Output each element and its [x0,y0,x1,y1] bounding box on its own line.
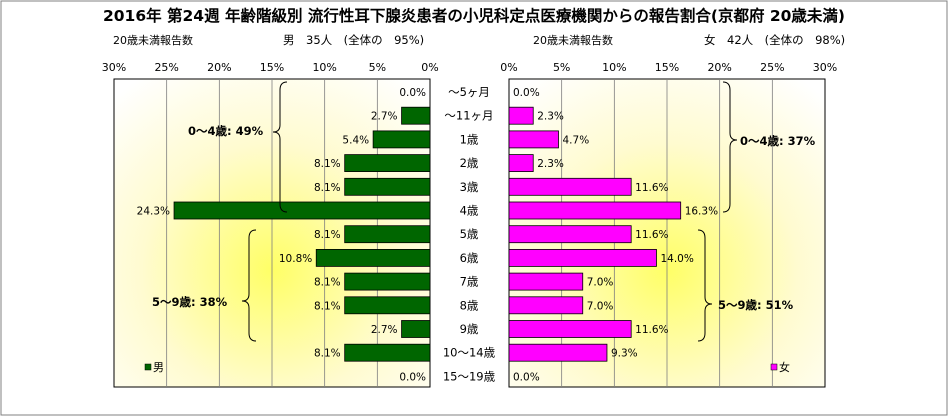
female-data-label: 9.3% [611,348,638,360]
female-count-summary: 女 42人 (全体の 98%) [704,33,845,47]
female-bar [508,177,632,196]
male-data-label: 8.1% [314,182,341,194]
age-category-label: 1歳 [460,132,479,146]
male-x-tick-label: 10% [312,61,336,74]
female-data-label: 11.6% [635,229,668,241]
female-data-label: 0.0% [513,87,540,99]
male-bar [344,272,431,291]
male-data-label: 8.1% [314,158,341,170]
age-category-label: 7歳 [460,275,479,289]
female-5-9-annotation: 5～9歳: 51% [718,298,794,312]
female-x-tick-label: 20% [707,61,731,74]
male-bar [315,248,431,267]
female-x-tick-label: 5% [553,61,570,74]
axis-tick-labels: 30% 25% 20% 15% 10% 5% 0% 0% 5% 10% 15% 20% 25% 30% [102,61,837,74]
male-0-4-brace [272,81,288,213]
age-category-label: 6歳 [460,251,479,265]
female-bar [508,130,559,149]
female-bar [508,106,534,125]
male-data-label: 8.1% [314,300,341,312]
female-bar [508,296,584,315]
male-data-label: 5.4% [342,134,369,146]
male-x-tick-label: 5% [369,61,386,74]
female-data-label: 11.6% [635,324,668,336]
male-bar [344,296,431,315]
female-5-9-brace [697,229,713,342]
age-category-label: 2歳 [460,156,479,170]
age-category-label: 5歳 [460,227,479,241]
female-data-label: 7.0% [587,277,614,289]
age-category-label: 10～14歳 [443,346,496,360]
male-x-tick-label: 15% [260,61,284,74]
age-category-label: ～11ヶ月 [444,109,493,123]
female-data-label: 2.3% [537,158,564,170]
male-data-label: 2.7% [371,324,398,336]
male-bar [344,154,431,173]
male-5-9-brace [241,229,257,342]
age-category-label: 3歳 [460,180,479,194]
chart-title: 2016年 第24週 年齢階級別 流行性耳下腺炎患者の小児科定点医療機関からの報… [103,6,845,25]
female-data-label: 7.0% [587,300,614,312]
female-bar [508,272,584,291]
female-bar [508,154,534,173]
male-data-label: 2.7% [371,111,398,123]
age-category-label: ～5ヶ月 [448,85,490,99]
male-legend-label: 男 [153,361,164,374]
category-labels: ～5ヶ月 ～11ヶ月 1歳 2歳 3歳 4歳 5歳 6歳 7歳 8歳 9歳 10～14歳 15～19歳 [443,85,496,383]
female-0-4-annotation: 0～4歳: 37% [740,134,816,148]
male-bar [344,343,431,362]
male-0-4-annotation: 0～4歳: 49% [188,124,264,138]
female-legend-swatch [770,363,778,371]
male-bar [401,320,431,338]
female-bar [508,343,608,362]
male-bar [344,225,431,244]
female-data-label: 16.3% [685,206,718,218]
male-x-tick-label: 0% [421,61,438,74]
female-data-label: 4.7% [563,134,590,146]
female-bar [508,320,632,338]
female-data-label: 11.6% [635,182,668,194]
male-data-label: 24.3% [137,206,170,218]
age-category-label: 9歳 [460,322,479,336]
male-count-summary: 男 35人 (全体の 95%) [283,33,424,47]
male-x-tick-label: 20% [207,61,231,74]
female-x-tick-label: 30% [813,61,837,74]
female-count-caption: 20歳未満報告数 [533,34,613,47]
female-bar [508,225,632,244]
male-bar [372,130,431,149]
female-0-4-brace [722,81,738,213]
age-category-label: 8歳 [460,298,479,312]
female-data-label: 14.0% [660,253,693,265]
female-x-tick-label: 25% [760,61,784,74]
age-category-label: 4歳 [460,204,479,218]
female-x-tick-label: 10% [602,61,626,74]
male-data-label: 8.1% [314,229,341,241]
female-x-tick-label: 0% [500,61,517,74]
male-legend-swatch [144,363,152,371]
male-data-label: 10.8% [279,253,312,265]
female-bar [508,201,682,220]
male-bar [401,106,431,125]
female-data-label: 2.3% [537,111,564,123]
bars: 0.0% 0.0%2.7% 2.3%5.4% 4.7%8.1% 2.3%8.1% 11.6… [137,87,718,383]
male-x-tick-label: 30% [102,61,126,74]
age-category-label: 15～19歳 [443,369,496,383]
male-bar [344,177,431,196]
male-data-label: 0.0% [399,371,426,383]
male-data-label: 8.1% [314,277,341,289]
female-legend-label: 女 [779,360,790,374]
female-x-tick-label: 15% [655,61,679,74]
male-5-9-annotation: 5～9歳: 38% [152,295,228,309]
female-data-label: 0.0% [513,371,540,383]
female-bar [508,248,657,267]
male-bar [173,201,431,220]
male-x-tick-label: 25% [154,61,178,74]
male-data-label: 0.0% [399,87,426,99]
male-count-caption: 20歳未満報告数 [113,34,193,47]
male-data-label: 8.1% [314,348,341,360]
